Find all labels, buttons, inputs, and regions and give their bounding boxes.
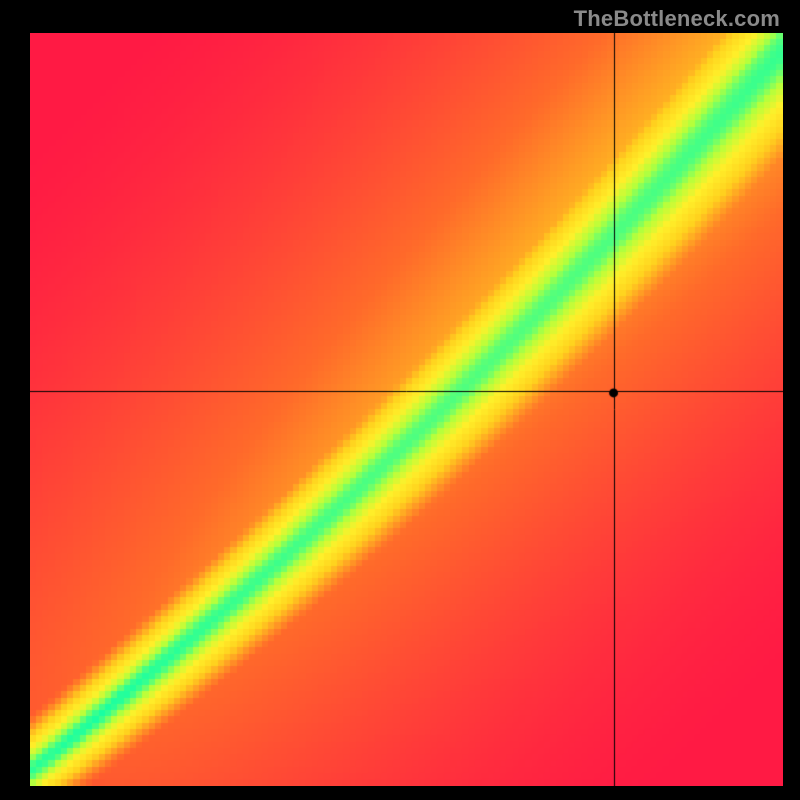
chart-container: TheBottleneck.com xyxy=(0,0,800,800)
watermark-text: TheBottleneck.com xyxy=(574,6,780,32)
bottleneck-heatmap xyxy=(30,33,783,786)
